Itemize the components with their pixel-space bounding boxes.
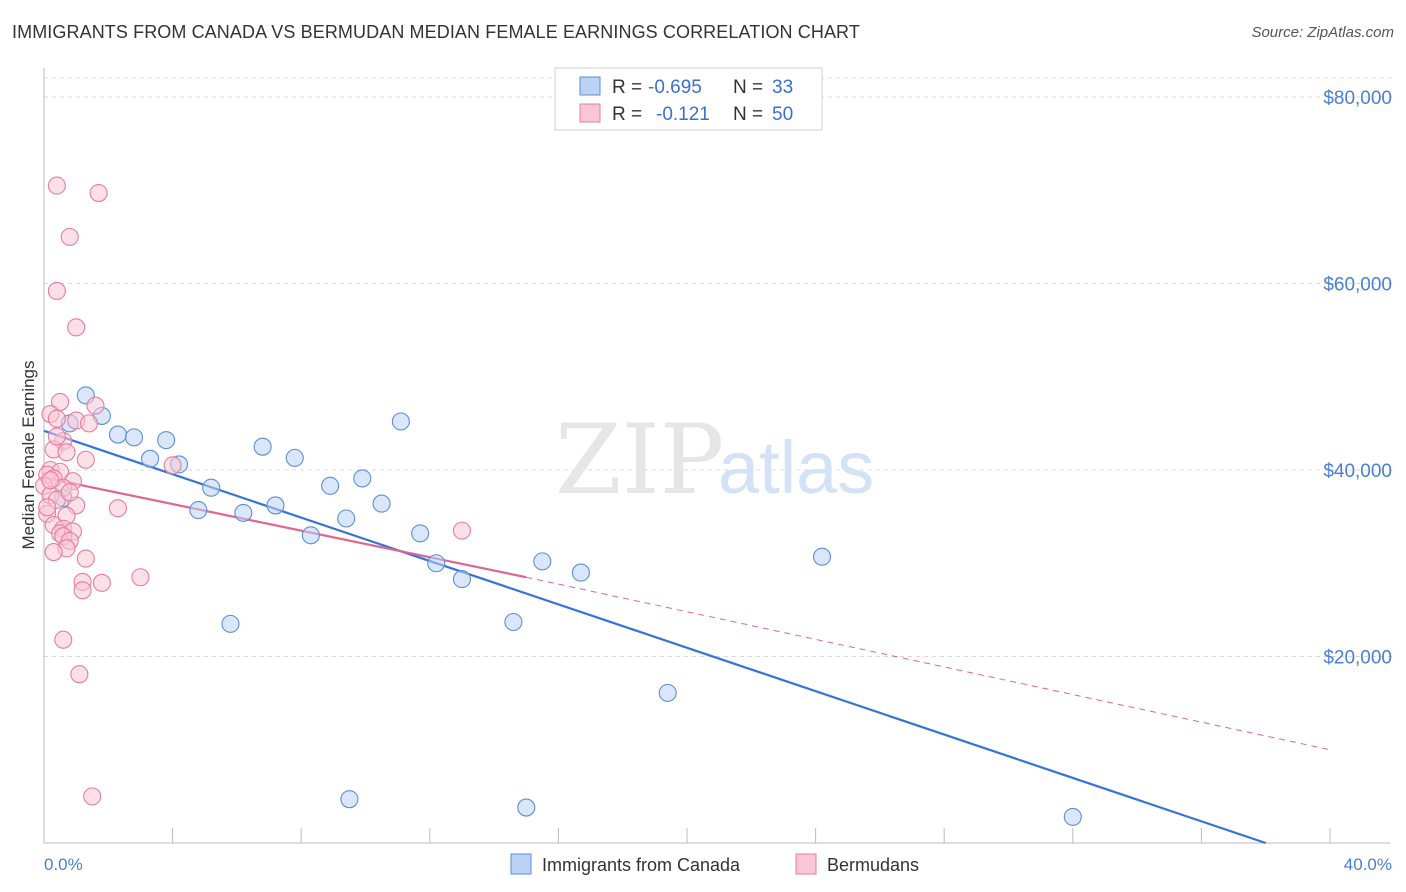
legend-n-value-pink: 50 — [772, 104, 793, 125]
point-bermudans — [47, 281, 66, 301]
point-immigrants-from-canada — [108, 425, 127, 444]
point-immigrants-from-canada — [124, 428, 144, 447]
legend-r-value-blue: -0.695 — [648, 77, 702, 98]
series-legend: Immigrants from Canada Bermudans — [510, 853, 919, 875]
legend-swatch-pink — [579, 103, 601, 123]
y-tick-labels: $20,000 $40,000 $60,000 $80,000 — [1323, 88, 1392, 669]
legend-n-value-blue: 33 — [772, 77, 793, 98]
point-immigrants-from-canada — [1063, 807, 1082, 826]
x-tick-label-max: 40.0% — [1344, 855, 1392, 874]
y-axis-label: Median Female Earnings — [19, 361, 38, 550]
legend-r-label-blue: R = — [612, 77, 642, 98]
watermark-atlas: atlas — [718, 426, 874, 509]
series-bermudans — [34, 176, 472, 806]
point-immigrants-from-canada — [337, 509, 356, 528]
point-bermudans — [73, 581, 92, 600]
watermark: ZIP atlas — [555, 404, 874, 516]
point-immigrants-from-canada — [391, 412, 410, 431]
point-immigrants-from-canada — [533, 552, 552, 571]
point-immigrants-from-canada — [411, 524, 430, 543]
x-axis-ticks — [43, 828, 1331, 843]
gridlines — [44, 77, 1392, 657]
point-immigrants-from-canada — [517, 798, 536, 817]
point-immigrants-from-canada — [353, 469, 372, 488]
legend-r-value-pink: -0.121 — [656, 104, 710, 125]
y-tick-label: $80,000 — [1323, 88, 1392, 109]
point-bermudans — [70, 665, 89, 684]
y-tick-label: $20,000 — [1323, 648, 1392, 669]
trend-line-bermudans-extension — [526, 576, 1331, 751]
point-immigrants-from-canada — [285, 448, 304, 467]
point-immigrants-from-canada — [189, 501, 208, 520]
point-bermudans — [47, 409, 66, 428]
point-bermudans — [57, 443, 76, 462]
point-bermudans — [108, 499, 127, 518]
point-immigrants-from-canada — [301, 526, 320, 545]
point-immigrants-from-canada — [234, 503, 253, 522]
point-immigrants-from-canada — [504, 612, 523, 632]
watermark-zip: ZIP — [555, 404, 724, 516]
x-tick-label-min: 0.0% — [44, 855, 83, 874]
point-immigrants-from-canada — [372, 494, 391, 513]
point-bermudans — [38, 498, 57, 517]
trend-lines — [43, 429, 1331, 845]
stats-legend: R = -0.695 N = 33 R = -0.121 N = 50 — [554, 67, 823, 131]
point-immigrants-from-canada — [571, 563, 590, 582]
point-immigrants-from-canada — [202, 478, 221, 497]
bottom-legend-label-pink: Bermudans — [827, 855, 919, 875]
point-immigrants-from-canada — [812, 547, 832, 566]
point-immigrants-from-canada — [221, 614, 240, 633]
y-tick-label: $60,000 — [1323, 275, 1392, 296]
legend-n-label-pink: N = — [733, 104, 763, 125]
point-bermudans — [60, 227, 79, 246]
point-immigrants-from-canada — [658, 683, 677, 702]
point-bermudans — [452, 521, 472, 540]
point-bermudans — [67, 318, 86, 337]
point-bermudans — [76, 450, 95, 469]
bottom-legend-swatch-pink — [795, 853, 817, 875]
y-tick-label: $40,000 — [1323, 461, 1392, 482]
point-bermudans — [89, 183, 108, 203]
point-bermudans — [163, 456, 182, 475]
chart-title: IMMIGRANTS FROM CANADA VS BERMUDAN MEDIA… — [12, 22, 860, 42]
point-bermudans — [41, 471, 60, 490]
bottom-legend-swatch-blue — [510, 853, 532, 875]
point-immigrants-from-canada — [340, 790, 359, 809]
point-bermudans — [79, 414, 99, 433]
point-bermudans — [60, 483, 79, 502]
trend-line-immigrants-from-canada — [43, 429, 1267, 845]
point-immigrants-from-canada — [157, 431, 176, 450]
point-bermudans — [44, 543, 63, 562]
point-bermudans — [92, 573, 111, 592]
point-immigrants-from-canada — [253, 437, 272, 456]
legend-r-label-pink: R = — [612, 104, 642, 125]
point-immigrants-from-canada — [427, 554, 446, 573]
point-bermudans — [76, 549, 95, 568]
point-bermudans — [47, 176, 66, 195]
point-bermudans — [83, 787, 102, 806]
legend-swatch-blue — [579, 76, 601, 96]
point-immigrants-from-canada — [266, 496, 285, 515]
trend-line-bermudans — [43, 476, 527, 579]
legend-n-label-blue: N = — [733, 77, 763, 98]
point-bermudans — [131, 568, 150, 587]
point-immigrants-from-canada — [321, 476, 340, 495]
source-credit: Source: ZipAtlas.com — [1251, 24, 1394, 41]
point-bermudans — [54, 630, 73, 649]
point-immigrants-from-canada — [141, 449, 160, 468]
bottom-legend-label-blue: Immigrants from Canada — [542, 855, 741, 875]
point-bermudans — [47, 427, 66, 446]
point-immigrants-from-canada — [452, 570, 472, 589]
point-bermudans — [86, 396, 105, 415]
